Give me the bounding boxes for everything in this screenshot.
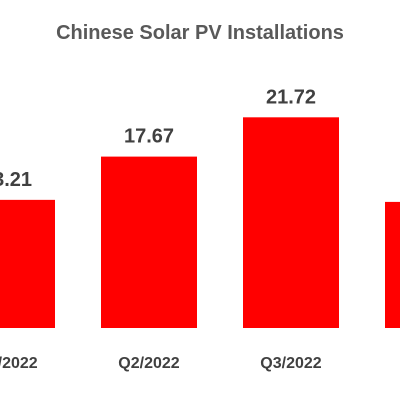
value-label-Q3/2022: 21.72: [266, 86, 316, 108]
category-label-Q3/2022: Q3/2022: [260, 355, 321, 372]
category-label-Q1/2022: Q1/2022: [0, 355, 38, 372]
bar-Oct.: [385, 201, 400, 328]
category-label-Q2/2022: Q2/2022: [118, 355, 179, 372]
bars-group: [0, 117, 400, 328]
chart-title: Chinese Solar PV Installations: [56, 22, 344, 44]
bar-Q1/2022: [0, 199, 55, 328]
value-label-Q2/2022: 17.67: [124, 126, 174, 148]
bar-Q2/2022: [101, 156, 197, 328]
bar-Q3/2022: [243, 117, 339, 328]
value-label-Q1/2022: 13.21: [0, 169, 32, 191]
value-labels-group: 13.21 17.67 21.72: [0, 86, 316, 191]
